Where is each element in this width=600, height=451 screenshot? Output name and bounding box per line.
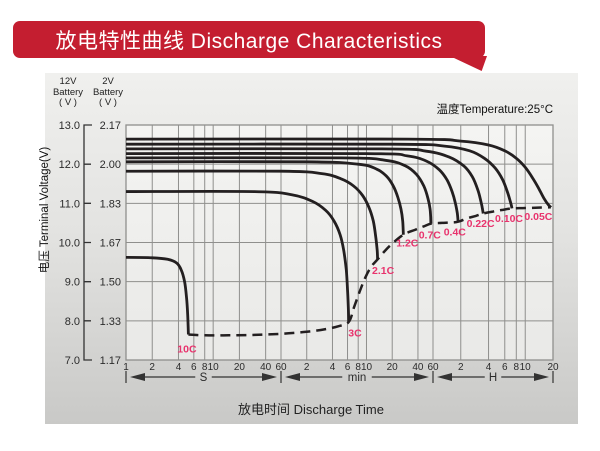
x-tick: 8	[202, 362, 208, 373]
y-tick-2v: 2.17	[100, 120, 121, 132]
x-tick: 60	[275, 362, 287, 373]
y-tick-2v: 2.00	[100, 159, 121, 171]
scale-header-12v-line3: ( V )	[59, 97, 77, 108]
y-axis-title: 电压 Terminal Voltage(V)	[39, 146, 51, 274]
scale-header-2v-line3: ( V )	[99, 97, 117, 108]
curve-label-1.2C: 1.2C	[396, 238, 419, 250]
left-arrow	[130, 373, 145, 381]
x-tick: 2	[304, 362, 310, 373]
y-tick-labels: 13.0 2.17 12.0 2.00 11.0 1.83 10.0 1.67 9.0 1.50 8…	[59, 120, 121, 367]
curve-0.05C	[125, 137, 553, 209]
y-axis: 13.0 2.17 12.0 2.00 11.0 1.83 10.0 1.67 9.0 1.50 8…	[59, 120, 121, 367]
y-tick-12v: 11.0	[59, 198, 80, 210]
curve-labels: 10C 3C 2.1C 1.2C0.7C 0.4C0.22C 0.10C 0.05C	[177, 211, 553, 355]
curve-1.2C	[125, 160, 405, 235]
y-tick-12v: 9.0	[65, 277, 80, 289]
scale-header-2v-line2: Battery	[92, 86, 124, 98]
curve-0.10C	[125, 142, 514, 209]
x-tick: 40	[412, 362, 424, 373]
unit-label-H: H	[489, 372, 497, 384]
curve-2.1C	[125, 169, 379, 260]
curve-label-0.05C: 0.05C	[524, 211, 552, 223]
y-tick-12v: 10.0	[59, 238, 80, 250]
y-axis-bracket	[83, 124, 92, 361]
x-axis-title: 放电时间 Discharge Time	[238, 402, 384, 417]
y-tick-2v: 1.33	[100, 316, 121, 328]
unit-label-S: S	[200, 372, 208, 384]
x-tick: 6	[345, 362, 351, 373]
unit-label-min: min	[348, 372, 367, 384]
plot-frame	[125, 124, 554, 361]
curve-label-0.7C: 0.7C	[419, 230, 442, 242]
x-tick: 20	[387, 362, 399, 373]
curve-0.4C	[125, 152, 460, 222]
x-tick: 8	[514, 362, 520, 373]
x-tick: 4	[486, 362, 492, 373]
left-arrow	[285, 373, 300, 381]
x-tick: 40	[260, 362, 272, 373]
x-tick: 6	[502, 362, 508, 373]
x-tick: 60	[427, 362, 439, 373]
scale-header-12v: 12V Battery ( V )	[36, 76, 100, 109]
header-banner: 放电特性曲线 Discharge Characteristics	[13, 21, 485, 58]
x-tick: 20	[234, 362, 246, 373]
discharge-curves	[125, 137, 553, 335]
y-tick-12v: 7.0	[65, 355, 80, 367]
right-arrow	[262, 373, 277, 381]
y-tick-2v: 1.83	[100, 198, 121, 210]
x-tick: 6	[191, 362, 197, 373]
y-tick-12v: 12.0	[59, 159, 80, 171]
x-tick: 4	[330, 362, 336, 373]
curve-label-10C: 10C	[177, 343, 197, 355]
curve-label-2.1C: 2.1C	[372, 265, 395, 277]
curve-0.7C	[125, 156, 433, 224]
x-tick: 1	[123, 362, 129, 373]
curve-3C	[125, 189, 351, 323]
curve-label-3C: 3C	[348, 328, 362, 340]
scale-header-2v-line1: 2V	[102, 76, 114, 87]
y-tick-12v: 8.0	[65, 316, 80, 328]
x-tick: 4	[176, 362, 182, 373]
x-tick-labels: 1 2 4 6 8 10 20 40 60 2 4 6 8 10 20 40 60 2 4 6 8 10 20	[123, 362, 559, 373]
right-arrow	[534, 373, 549, 381]
right-arrow	[414, 373, 429, 381]
scale-header-12v-line1: 12V	[59, 76, 77, 87]
curve-10C	[125, 255, 190, 335]
cutoff-envelope-dashed-line	[188, 206, 551, 337]
y-tick-2v: 1.17	[100, 355, 121, 367]
x-tick: 2	[149, 362, 155, 373]
scale-header-12v-line2: Battery	[52, 86, 84, 98]
x-tick: 2	[458, 362, 464, 373]
scale-header-2v: 2V Battery ( V )	[76, 76, 140, 109]
page-title: 放电特性曲线 Discharge Characteristics	[55, 29, 443, 53]
temperature-label: 温度Temperature:25°C	[436, 104, 553, 116]
y-tick-2v: 1.67	[100, 238, 121, 250]
curve-label-0.22C: 0.22C	[467, 218, 495, 230]
x-tick: 10	[361, 362, 373, 373]
x-tick: 8	[355, 362, 361, 373]
curve-0.22C	[125, 147, 485, 214]
left-arrow	[437, 373, 452, 381]
curve-label-0.10C: 0.10C	[495, 213, 523, 225]
x-tick: 10	[520, 362, 532, 373]
curve-label-0.4C: 0.4C	[444, 227, 467, 239]
y-tick-12v: 13.0	[59, 120, 80, 132]
x-tick: 10	[208, 362, 220, 373]
y-tick-2v: 1.50	[100, 277, 121, 289]
x-tick: 20	[547, 362, 559, 373]
